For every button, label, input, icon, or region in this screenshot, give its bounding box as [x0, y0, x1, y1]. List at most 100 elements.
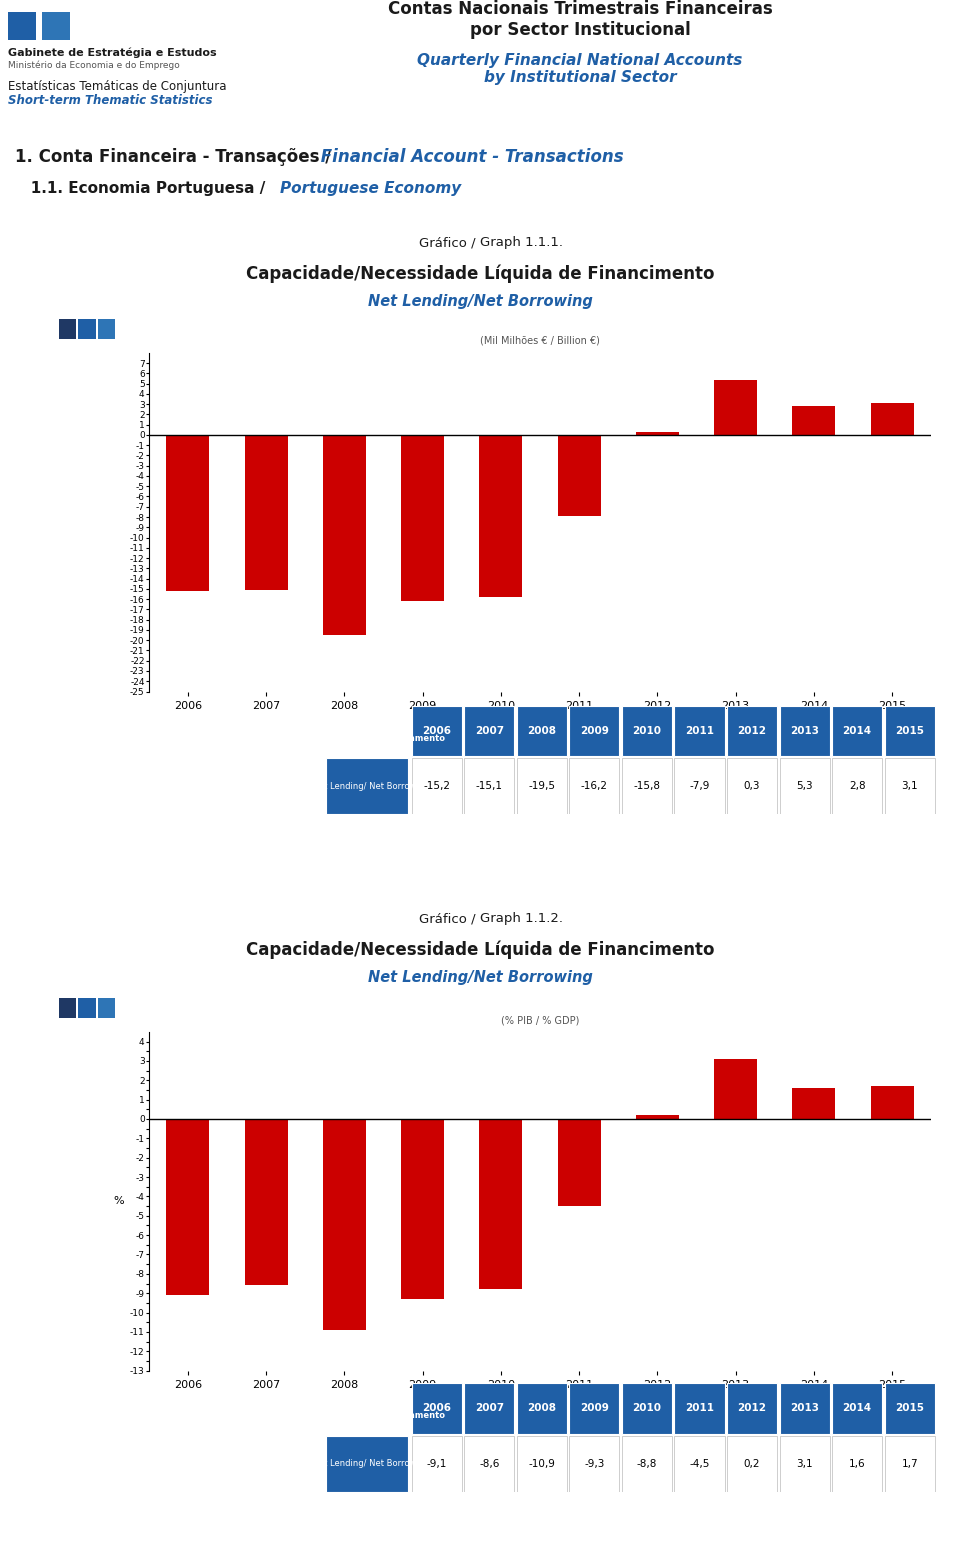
Bar	[675, 758, 725, 814]
Bar	[516, 1383, 567, 1434]
Text: 2006: 2006	[422, 1403, 451, 1414]
Text: Graph 1.1.1.: Graph 1.1.1.	[480, 236, 563, 249]
Text: Net Lending/Net Borrowing: Net Lending/Net Borrowing	[368, 294, 592, 309]
Text: Capacidade/Necessidade Líquida de Financimento: Capacidade/Necessidade Líquida de Financ…	[246, 264, 714, 283]
Bar	[79, 998, 96, 1018]
Bar	[326, 758, 408, 814]
Bar	[569, 706, 619, 757]
Bar	[780, 706, 829, 757]
Bar	[558, 435, 601, 516]
Text: Estatísticas Temáticas de Conjuntura: Estatísticas Temáticas de Conjuntura	[8, 79, 227, 93]
Bar	[323, 1119, 366, 1330]
Text: Quarterly Financial National Accounts
by Institutional Sector: Quarterly Financial National Accounts by…	[418, 53, 743, 85]
Text: Short-term Thematic Statistics: Short-term Thematic Statistics	[8, 93, 212, 107]
Bar	[8, 12, 36, 40]
Text: 2014: 2014	[843, 1403, 872, 1414]
Bar	[832, 1436, 882, 1492]
Bar	[792, 1088, 835, 1119]
Text: Gráfico /: Gráfico /	[420, 912, 480, 925]
Bar	[42, 12, 70, 40]
Bar	[79, 319, 96, 339]
Bar	[98, 319, 115, 339]
Bar	[780, 1436, 829, 1492]
Text: Cap./Nec. Líq. de Financiamento: Cap./Nec. Líq. de Financiamento	[292, 733, 444, 743]
Bar	[516, 758, 567, 814]
Bar	[465, 1383, 515, 1434]
Bar	[59, 998, 76, 1018]
Text: Financial Account - Transactions: Financial Account - Transactions	[315, 148, 624, 166]
Bar	[727, 706, 778, 757]
Bar	[479, 1119, 522, 1290]
Bar	[871, 1086, 914, 1119]
Bar	[401, 435, 444, 601]
Text: 2010: 2010	[633, 726, 661, 737]
Bar	[412, 1383, 462, 1434]
Text: / Net Lending/ Net Borrowing: / Net Lending/ Net Borrowing	[307, 1459, 430, 1469]
Text: 1.1. Economia Portuguesa /: 1.1. Economia Portuguesa /	[15, 180, 271, 196]
Bar	[166, 435, 209, 591]
Text: / Net Lending/ Net Borrowing: / Net Lending/ Net Borrowing	[307, 782, 430, 791]
Text: Portuguese Economy: Portuguese Economy	[280, 180, 461, 196]
Text: Graph 1.1.2.: Graph 1.1.2.	[480, 912, 563, 925]
Text: -15,1: -15,1	[476, 782, 503, 791]
Text: 2013: 2013	[790, 726, 819, 737]
Text: Net Lending/Net Borrowing: Net Lending/Net Borrowing	[368, 970, 592, 985]
Text: Cap./Nec. Líq. de Financiamento: Cap./Nec. Líq. de Financiamento	[292, 1411, 444, 1420]
Text: 2015: 2015	[896, 1403, 924, 1414]
Bar	[780, 758, 829, 814]
Bar	[780, 1383, 829, 1434]
Text: -4,5: -4,5	[689, 1459, 709, 1469]
Text: 2007: 2007	[475, 726, 504, 737]
Bar	[675, 1436, 725, 1492]
Text: 2012: 2012	[737, 726, 767, 737]
Text: -10,9: -10,9	[528, 1459, 555, 1469]
Bar	[569, 758, 619, 814]
Text: 0,3: 0,3	[744, 782, 760, 791]
Text: -9,1: -9,1	[426, 1459, 447, 1469]
Text: Gráfico /: Gráfico /	[420, 236, 480, 249]
Bar	[792, 406, 835, 435]
Bar	[465, 758, 515, 814]
Text: (% PIB / % GDP): (% PIB / % GDP)	[501, 1015, 579, 1026]
Bar	[98, 998, 115, 1018]
Bar	[401, 1119, 444, 1299]
Text: 2013: 2013	[790, 1403, 819, 1414]
Bar	[622, 706, 672, 757]
Text: 2011: 2011	[685, 726, 714, 737]
Bar	[569, 1383, 619, 1434]
Bar	[885, 1436, 935, 1492]
Text: Capacidade/Necessidade Líquida de Financimento: Capacidade/Necessidade Líquida de Financ…	[246, 940, 714, 959]
Text: 2015: 2015	[896, 726, 924, 737]
Text: (Mil Milhões € / Billion €): (Mil Milhões € / Billion €)	[480, 336, 600, 347]
Bar	[714, 381, 757, 435]
Bar	[516, 706, 567, 757]
Text: 2,8: 2,8	[849, 782, 866, 791]
Bar	[412, 706, 462, 757]
Text: -19,5: -19,5	[528, 782, 556, 791]
Text: 2011: 2011	[685, 1403, 714, 1414]
Bar	[622, 1383, 672, 1434]
Bar	[727, 1383, 778, 1434]
Bar	[465, 706, 515, 757]
Bar	[245, 1119, 288, 1285]
Bar	[832, 706, 882, 757]
Bar	[871, 402, 914, 435]
Bar	[675, 706, 725, 757]
Text: 2008: 2008	[527, 1403, 557, 1414]
Bar	[412, 1436, 462, 1492]
Text: 2008: 2008	[527, 726, 557, 737]
Bar	[465, 1436, 515, 1492]
Text: Ministério da Economia e do Emprego: Ministério da Economia e do Emprego	[8, 61, 180, 70]
Bar	[323, 435, 366, 636]
Text: 2007: 2007	[475, 1403, 504, 1414]
Text: 1,7: 1,7	[901, 1459, 918, 1469]
Bar	[727, 758, 778, 814]
Bar	[885, 706, 935, 757]
Bar	[636, 432, 679, 435]
Bar	[885, 1383, 935, 1434]
Text: -8,6: -8,6	[479, 1459, 499, 1469]
Text: -16,2: -16,2	[581, 782, 608, 791]
Bar	[516, 1436, 567, 1492]
Text: 1. Conta Financeira - Transações /: 1. Conta Financeira - Transações /	[15, 148, 331, 166]
Bar	[59, 319, 76, 339]
